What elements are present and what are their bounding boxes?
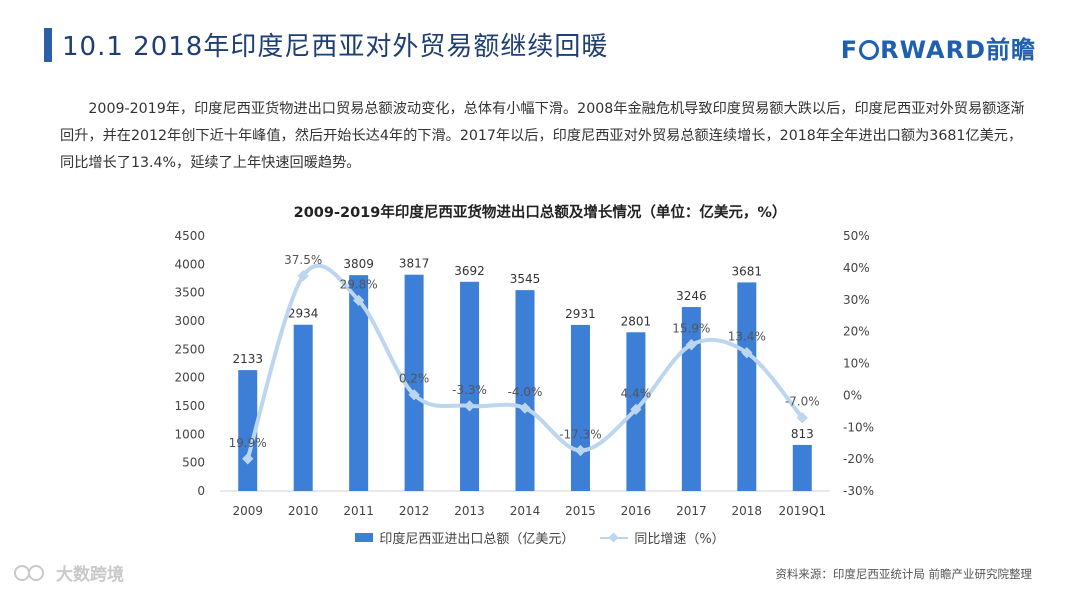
forward-logo: F RWARD前瞻 bbox=[841, 30, 1036, 65]
source-note: 资料来源：印度尼西亚统计局 前瞻产业研究院整理 bbox=[775, 567, 1032, 581]
bar bbox=[515, 290, 535, 491]
bar-value-label: 2801 bbox=[621, 314, 652, 328]
bar-value-label: 3692 bbox=[454, 264, 485, 278]
growth-point bbox=[741, 347, 753, 359]
bar bbox=[570, 324, 590, 491]
x-tick-label: 2016 bbox=[621, 504, 652, 518]
title-accent-bar bbox=[44, 28, 52, 62]
watermark: 大数跨境 bbox=[14, 560, 124, 585]
y-left-tick-label: 2500 bbox=[174, 342, 205, 356]
growth-point bbox=[519, 402, 531, 414]
y-left-tick-label: 4500 bbox=[174, 229, 205, 243]
growth-value-label: -7.0% bbox=[785, 395, 820, 409]
y-right-tick-label: 10% bbox=[843, 357, 870, 371]
growth-point bbox=[796, 412, 808, 424]
bar-value-label: 2133 bbox=[232, 352, 263, 366]
x-tick-label: 2009 bbox=[232, 504, 263, 518]
y-right-tick-label: 50% bbox=[843, 229, 870, 243]
legend-line-label: 同比增速（%） bbox=[634, 532, 725, 547]
growth-value-label: 0.2% bbox=[399, 372, 430, 386]
growth-value-label: 15.9% bbox=[672, 322, 710, 336]
growth-value-label: -4.0% bbox=[508, 385, 543, 399]
y-right-tick-label: -20% bbox=[843, 452, 874, 466]
growth-value-label: 19.9% bbox=[229, 436, 267, 450]
y-right-tick-label: 40% bbox=[843, 261, 870, 275]
chart-title: 2009-2019年印度尼西亚货物进出口总额及增长情况（单位：亿美元，%） bbox=[293, 205, 787, 221]
legend-item-line: 同比增速（%） bbox=[600, 528, 725, 547]
bar bbox=[792, 444, 812, 491]
x-tick-label: 2018 bbox=[732, 504, 763, 518]
bar-value-label: 3545 bbox=[510, 272, 541, 286]
legend-line-swatch bbox=[600, 533, 629, 543]
growth-point bbox=[297, 270, 309, 282]
bar bbox=[737, 282, 757, 491]
bar bbox=[460, 281, 480, 491]
legend-item-bar: 印度尼西亚进出口总额（亿美元） bbox=[355, 528, 574, 547]
page-title: 10.1 2018年印度尼西亚对外贸易额继续回暖 bbox=[62, 32, 609, 62]
growth-line bbox=[245, 263, 805, 461]
y-left-tick-label: 3500 bbox=[174, 286, 205, 300]
chart-legend: 印度尼西亚进出口总额（亿美元） 同比增速（%） bbox=[0, 528, 1080, 547]
bar-value-label: 2934 bbox=[288, 307, 319, 321]
growth-value-label: 4.4% bbox=[621, 386, 652, 400]
x-tick-label: 2012 bbox=[399, 504, 430, 518]
growth-value-label: -17.3% bbox=[559, 428, 601, 442]
logo-o-circle-icon bbox=[859, 40, 880, 60]
intro-paragraph: 2009-2019年，印度尼西亚货物进出口贸易总额波动变化，总体有小幅下滑。20… bbox=[60, 101, 1025, 171]
x-tick-label: 2015 bbox=[565, 504, 596, 518]
x-tick-label: 2010 bbox=[288, 504, 319, 518]
bar-value-label: 813 bbox=[791, 427, 814, 441]
bar bbox=[681, 307, 701, 491]
y-left-tick-label: 2000 bbox=[174, 371, 205, 385]
watermark-text: 大数跨境 bbox=[56, 565, 124, 585]
bar-value-label: 2931 bbox=[565, 307, 596, 321]
bar bbox=[238, 370, 258, 491]
y-left-tick-label: 1500 bbox=[174, 399, 205, 413]
growth-value-label: 13.4% bbox=[728, 330, 766, 344]
y-right-tick-label: -10% bbox=[843, 420, 874, 434]
growth-point bbox=[685, 339, 698, 351]
y-left-tick-label: 4000 bbox=[174, 257, 205, 271]
y-right-tick-label: 0% bbox=[843, 388, 862, 402]
bar-value-label: 3681 bbox=[732, 264, 763, 278]
growth-point bbox=[630, 403, 642, 416]
x-tick-label: 2017 bbox=[676, 504, 707, 518]
legend-bar-swatch bbox=[355, 533, 374, 542]
growth-point bbox=[463, 400, 476, 412]
growth-value-label: 37.5% bbox=[284, 253, 322, 267]
y-left-tick-label: 0 bbox=[197, 484, 205, 498]
bar bbox=[349, 275, 369, 491]
watermark-logo-icon bbox=[14, 562, 50, 584]
legend-bar-label: 印度尼西亚进出口总额（亿美元） bbox=[379, 532, 575, 547]
growth-point bbox=[574, 444, 587, 457]
y-left-tick-label: 500 bbox=[182, 456, 205, 470]
y-left-tick-label: 1000 bbox=[174, 427, 205, 441]
bar bbox=[404, 274, 424, 491]
x-tick-label: 2013 bbox=[454, 504, 485, 518]
growth-value-label: 29.8% bbox=[340, 277, 378, 291]
y-right-tick-label: 30% bbox=[843, 293, 870, 307]
logo-text-end: RWARD前瞻 bbox=[880, 36, 1036, 64]
growth-point bbox=[352, 294, 365, 307]
bar-value-label: 3809 bbox=[343, 257, 374, 271]
bar-value-label: 3817 bbox=[399, 257, 430, 271]
growth-point bbox=[408, 389, 420, 401]
y-left-tick-label: 3000 bbox=[174, 314, 205, 328]
x-tick-label: 2014 bbox=[510, 504, 541, 518]
y-right-tick-label: 20% bbox=[843, 325, 870, 339]
y-right-tick-label: -30% bbox=[843, 484, 874, 498]
growth-point bbox=[242, 453, 254, 465]
logo-text-start: F bbox=[840, 36, 859, 64]
bar-value-label: 3246 bbox=[676, 289, 707, 303]
x-tick-label: 2019Q1 bbox=[778, 504, 826, 518]
growth-value-label: -3.3% bbox=[452, 383, 487, 397]
x-tick-label: 2011 bbox=[343, 504, 374, 518]
bar bbox=[293, 324, 313, 491]
